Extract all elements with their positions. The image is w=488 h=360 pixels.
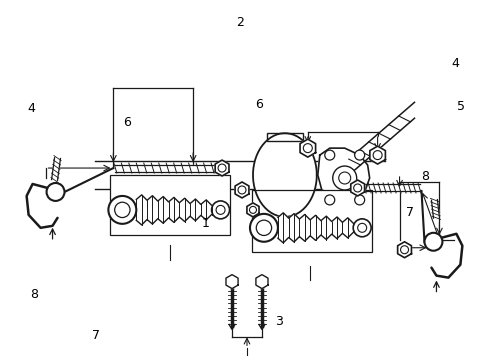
Polygon shape bbox=[246, 203, 259, 217]
Polygon shape bbox=[430, 199, 439, 218]
Circle shape bbox=[354, 195, 364, 205]
Polygon shape bbox=[359, 184, 419, 192]
Circle shape bbox=[303, 144, 312, 153]
Polygon shape bbox=[369, 146, 385, 164]
Bar bbox=[266, 213, 302, 221]
Circle shape bbox=[400, 246, 407, 254]
Polygon shape bbox=[215, 160, 228, 176]
Circle shape bbox=[249, 214, 277, 242]
Circle shape bbox=[424, 233, 442, 251]
Text: 4: 4 bbox=[450, 57, 458, 70]
Circle shape bbox=[354, 150, 364, 160]
Circle shape bbox=[372, 150, 381, 159]
Circle shape bbox=[338, 172, 350, 184]
Polygon shape bbox=[136, 195, 211, 225]
Circle shape bbox=[357, 223, 366, 232]
Circle shape bbox=[332, 166, 356, 190]
Polygon shape bbox=[350, 180, 364, 196]
Text: 2: 2 bbox=[235, 16, 243, 29]
Polygon shape bbox=[252, 133, 316, 217]
Polygon shape bbox=[95, 161, 384, 189]
Circle shape bbox=[238, 186, 245, 194]
Circle shape bbox=[114, 202, 130, 217]
Polygon shape bbox=[115, 165, 220, 171]
Polygon shape bbox=[349, 102, 419, 170]
Text: 6: 6 bbox=[123, 116, 131, 129]
Text: 3: 3 bbox=[274, 315, 282, 328]
Circle shape bbox=[46, 183, 64, 201]
Polygon shape bbox=[317, 148, 369, 200]
Polygon shape bbox=[277, 213, 352, 243]
Circle shape bbox=[108, 196, 136, 224]
Text: 1: 1 bbox=[201, 216, 209, 230]
Circle shape bbox=[256, 220, 271, 235]
Circle shape bbox=[353, 184, 361, 192]
Bar bbox=[266, 133, 302, 141]
Text: 8: 8 bbox=[30, 288, 38, 301]
Circle shape bbox=[324, 150, 334, 160]
Circle shape bbox=[324, 195, 334, 205]
Text: 5: 5 bbox=[457, 100, 465, 113]
Text: 8: 8 bbox=[420, 170, 428, 183]
Circle shape bbox=[218, 164, 225, 172]
Bar bbox=[110, 175, 229, 235]
Text: 6: 6 bbox=[255, 98, 263, 111]
Circle shape bbox=[216, 206, 224, 214]
Circle shape bbox=[352, 219, 370, 237]
Polygon shape bbox=[397, 242, 410, 258]
Text: 4: 4 bbox=[27, 102, 35, 115]
Polygon shape bbox=[300, 139, 315, 157]
Polygon shape bbox=[255, 275, 267, 289]
Text: 7: 7 bbox=[406, 206, 413, 219]
Bar bbox=[251, 190, 371, 252]
Polygon shape bbox=[235, 182, 248, 198]
Circle shape bbox=[249, 206, 256, 213]
Polygon shape bbox=[225, 275, 238, 289]
Polygon shape bbox=[51, 158, 61, 180]
Circle shape bbox=[211, 201, 229, 219]
Text: 7: 7 bbox=[92, 329, 100, 342]
